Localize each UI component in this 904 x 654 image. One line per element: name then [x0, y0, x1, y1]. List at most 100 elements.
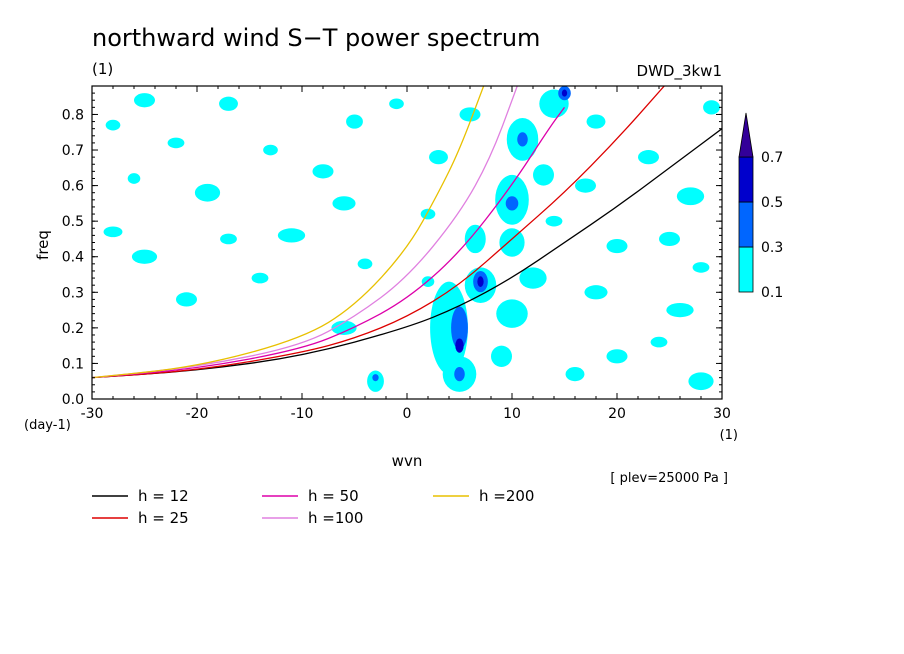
contour-patch-4	[263, 144, 278, 156]
x-axis-unit: (1)	[720, 428, 738, 443]
contour-patch-49	[606, 238, 628, 254]
contour-patch-29	[477, 276, 484, 287]
contour-patch-51	[584, 285, 608, 300]
y-axis-unit: (day-1)	[24, 418, 71, 433]
y-tick-label: 0.3	[62, 285, 84, 301]
contour-patch-43	[545, 215, 563, 227]
y-axis-label: freq	[34, 230, 52, 260]
contour-patch-1	[167, 137, 185, 149]
plot-area: -30 -20 -10 0 10 20 30 0.00.10.20.30.40.50.60.…	[62, 85, 731, 422]
contour-patch-11	[346, 114, 363, 129]
contour-patch-45	[586, 114, 606, 129]
x-tick-label: 0	[403, 406, 412, 422]
y-tick-label: 0.1	[62, 356, 84, 372]
curve-h-2	[92, 106, 566, 379]
contour-patch-12	[332, 196, 356, 211]
legend: h = 12 h = 25 h = 50 h =100 h =200	[92, 487, 534, 527]
y-tick-label: 0.7	[62, 143, 84, 159]
x-tick-label: 10	[503, 406, 521, 422]
y-tick-label: 0.2	[62, 321, 84, 337]
legend-label: h = 12	[138, 487, 189, 505]
y-tick-label: 0.4	[62, 250, 84, 266]
y-axis-ticks: 0.0 0.1 0.2 0.3 0.4 0.5 0.6 0.7 0.8	[62, 92, 722, 408]
legend-label: h = 50	[308, 487, 359, 505]
contour-patch-9	[103, 226, 123, 238]
contour-patch-16	[331, 320, 357, 335]
contour-patch-19	[429, 150, 448, 165]
x-tick-label: 30	[713, 406, 731, 422]
legend-label: h =200	[479, 487, 534, 505]
contour-patch-5	[194, 183, 221, 202]
contour-patch-14	[251, 272, 269, 284]
contour-patch-10	[312, 164, 334, 179]
contour-patch-0	[134, 93, 155, 108]
contour-patch-35	[517, 132, 528, 147]
contour-patch-33	[499, 228, 525, 257]
contour-patch-55	[650, 336, 668, 348]
contour-patch-18	[372, 374, 379, 382]
contour-patch-39	[533, 164, 554, 186]
contour-patch-44	[575, 178, 596, 193]
legend-label: h =100	[308, 509, 363, 527]
contour-patch-15	[357, 258, 373, 270]
contour-fill-group	[103, 86, 720, 392]
y-tick-label: 0.6	[62, 179, 84, 195]
contour-patch-3	[219, 96, 238, 111]
x-tick-label: -20	[186, 406, 209, 422]
chart-subtitle-left: (1)	[92, 60, 113, 78]
x-tick-label: 20	[608, 406, 626, 422]
x-tick-label: -10	[291, 406, 314, 422]
contour-patch-58	[389, 98, 404, 110]
contour-patch-53	[606, 349, 628, 364]
contour-patch-8	[131, 249, 158, 264]
contour-patch-30	[464, 224, 486, 254]
y-tick-label: 0.8	[62, 107, 84, 123]
colorbar-segment	[738, 246, 754, 293]
contour-patch-32	[505, 196, 519, 211]
colorbar-segment	[738, 201, 754, 248]
contour-patch-46	[638, 150, 659, 165]
contour-patch-23	[451, 306, 468, 350]
colorbar-label: 0.5	[761, 195, 783, 211]
x-tick-label: -30	[81, 406, 104, 422]
chart-title: northward wind S−T power spectrum	[92, 24, 540, 52]
contour-patch-20	[459, 107, 481, 122]
y-tick-label: 0.5	[62, 214, 84, 230]
contour-patch-60	[703, 100, 720, 115]
colorbar-label: 0.3	[761, 240, 783, 256]
plot-frame	[91, 85, 723, 400]
contour-patch-57	[127, 173, 141, 184]
curve-h-1	[92, 86, 665, 379]
contour-patch-48	[659, 231, 680, 247]
colorbar-label: 0.7	[761, 150, 783, 166]
legend-label: h = 25	[138, 509, 189, 527]
contour-patch-24	[455, 338, 464, 353]
contour-patch-56	[565, 366, 585, 382]
contour-patch-7	[220, 233, 237, 245]
contour-patch-41	[496, 299, 528, 328]
contour-patch-52	[666, 302, 694, 318]
x-axis-ticks: -30 -20 -10 0 10 20 30	[81, 86, 731, 422]
contour-patch-13	[176, 292, 197, 307]
plev-annotation: [ plev=25000 Pa ]	[610, 471, 728, 486]
curve-h-0	[92, 128, 722, 379]
contour-patch-42	[491, 345, 512, 367]
colorbar-label: 0.1	[761, 285, 783, 301]
contour-patch-50	[692, 262, 710, 273]
contour-patch-21	[420, 208, 436, 220]
colorbar: 0.1 0.3 0.5 0.7	[738, 112, 783, 301]
contour-patch-38	[561, 89, 568, 97]
curve-h-4	[92, 86, 485, 379]
chart-subtitle-right: DWD_3kw1	[637, 62, 722, 81]
x-axis-label: wvn	[392, 452, 423, 470]
dispersion-curves	[92, 86, 722, 379]
colorbar-segment	[738, 156, 754, 203]
contour-patch-6	[277, 228, 306, 243]
colorbar-arrow	[738, 112, 754, 158]
contour-patch-47	[676, 187, 705, 206]
y-tick-label: 0.0	[62, 392, 84, 408]
contour-patch-2	[105, 119, 121, 131]
contour-patch-40	[519, 267, 547, 289]
contour-patch-26	[454, 366, 465, 382]
